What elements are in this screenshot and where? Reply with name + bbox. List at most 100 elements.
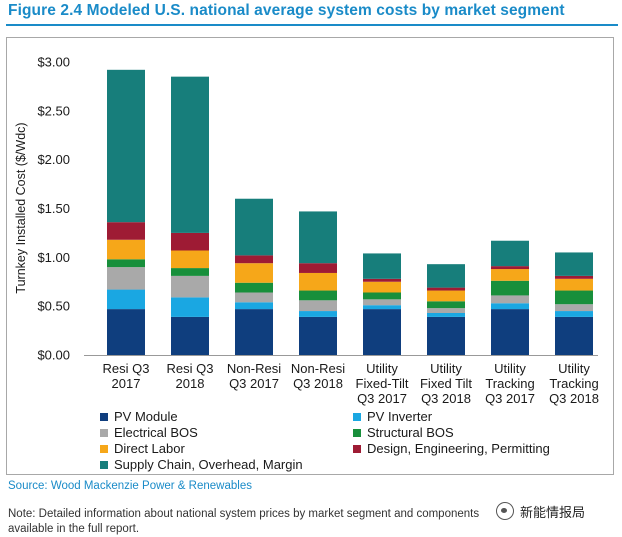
bar-segment-electrical-bos: [427, 308, 465, 314]
legend-item: PV Inverter: [353, 409, 432, 424]
y-tick-label: $1.50: [37, 201, 70, 216]
bar-segment-structural-bos: [299, 290, 337, 301]
bar-segment-structural-bos: [427, 301, 465, 309]
bar-segment-design-engineering-permitting: [107, 222, 145, 240]
bar-segment-supply-chain-overhead-margin: [427, 264, 465, 288]
bar-segment-pv-module: [299, 316, 337, 355]
x-tick-label: Fixed Tilt: [420, 376, 472, 391]
x-tick-label: Q3 2018: [549, 391, 599, 406]
y-tick-label: $2.00: [37, 152, 70, 167]
bar-segment-electrical-bos: [555, 304, 593, 312]
x-tick-label: 2017: [112, 376, 141, 391]
bar-segment-structural-bos: [555, 290, 593, 305]
bar-segment-pv-module: [107, 309, 145, 355]
x-tick-label: Non-Resi: [227, 361, 281, 376]
bar-segment-design-engineering-permitting: [235, 255, 273, 264]
legend-swatch: [100, 461, 108, 469]
bar-segment-direct-labor: [363, 281, 401, 293]
legend-item: Direct Labor: [100, 441, 185, 456]
x-tick-label: Utility: [366, 361, 398, 376]
bar-segment-pv-module: [363, 309, 401, 355]
x-tick-label: Q3 2017: [485, 391, 535, 406]
y-tick-label: $1.00: [37, 250, 70, 265]
bar-segment-design-engineering-permitting: [555, 275, 593, 279]
bar-segment-direct-labor: [491, 269, 529, 281]
legend-item: PV Module: [100, 409, 178, 424]
bar-segment-design-engineering-permitting: [363, 278, 401, 282]
bar-segment-design-engineering-permitting: [171, 232, 209, 251]
bar-segment-structural-bos: [491, 280, 529, 296]
bar-segment-pv-inverter: [555, 311, 593, 317]
legend-label: Electrical BOS: [114, 425, 198, 440]
bar-segment-direct-labor: [427, 290, 465, 302]
x-tick-label: Tracking: [549, 376, 598, 391]
x-tick-label: Q3 2017: [357, 391, 407, 406]
bar-segment-direct-labor: [299, 272, 337, 291]
legend: PV Module PV Inverter Electrical BOS Struct…: [100, 409, 600, 475]
bar-segment-direct-labor: [107, 239, 145, 260]
legend-label: Design, Engineering, Permitting: [367, 441, 550, 456]
bar-segment-direct-labor: [555, 278, 593, 291]
bar-segment-electrical-bos: [299, 300, 337, 312]
chart-frame: [6, 37, 614, 475]
stacked-bar-chart: Turnkey Installed Cost ($/Wdc) $0.00 $0.5…: [14, 55, 599, 407]
x-tick-label: Utility: [558, 361, 590, 376]
bar-segment-supply-chain-overhead-margin: [171, 76, 209, 233]
y-tick-label: $3.00: [37, 55, 70, 70]
bar-segment-electrical-bos: [235, 292, 273, 303]
bar-segment-pv-inverter: [491, 303, 529, 310]
x-tick-label: 2018: [176, 376, 205, 391]
x-tick-label: Utility: [494, 361, 526, 376]
x-tick-label: Q3 2017: [229, 376, 279, 391]
legend-label: Direct Labor: [114, 441, 185, 456]
y-tick-label: $0.50: [37, 299, 70, 314]
legend-item: Structural BOS: [353, 425, 454, 440]
legend-swatch: [353, 445, 361, 453]
bar-segment-pv-inverter: [171, 297, 209, 317]
bar-segment-pv-inverter: [107, 289, 145, 310]
title-rule: [6, 24, 618, 26]
x-tick-label: Resi Q3: [167, 361, 214, 376]
watermark-text: 新能情报局: [520, 505, 586, 521]
bar-segment-electrical-bos: [491, 295, 529, 304]
y-axis-label: Turnkey Installed Cost ($/Wdc): [14, 122, 28, 293]
legend-item: Design, Engineering, Permitting: [353, 441, 550, 456]
legend-swatch: [100, 413, 108, 421]
bar-segment-pv-module: [171, 316, 209, 355]
legend-label: PV Inverter: [367, 409, 433, 424]
bar-segment-pv-inverter: [235, 302, 273, 310]
bar-segment-electrical-bos: [363, 299, 401, 306]
source-note: Source: Wood Mackenzie Power & Renewable…: [8, 480, 252, 492]
x-tick-label: Non-Resi: [291, 361, 345, 376]
bar-segment-pv-module: [491, 309, 529, 355]
x-tick-label: Utility: [430, 361, 462, 376]
bar-segment-structural-bos: [171, 268, 209, 276]
bar-segment-pv-inverter: [363, 305, 401, 310]
y-tick-label: $2.50: [37, 103, 70, 118]
legend-item: Supply Chain, Overhead, Margin: [100, 457, 303, 472]
legend-swatch: [100, 445, 108, 453]
footnote: Note: Detailed information about nationa…: [8, 508, 480, 535]
legend-swatch: [353, 413, 361, 421]
bar-segment-structural-bos: [235, 282, 273, 293]
bar-segment-design-engineering-permitting: [427, 287, 465, 291]
bar-segment-pv-module: [427, 316, 465, 355]
legend-label: Supply Chain, Overhead, Margin: [114, 457, 303, 472]
bar-stacks: [107, 69, 593, 355]
legend-label: PV Module: [114, 409, 178, 424]
wechat-icon: [496, 502, 514, 520]
bar-segment-pv-inverter: [299, 311, 337, 317]
y-tick-label: $0.00: [37, 348, 70, 363]
bar-segment-design-engineering-permitting: [491, 266, 529, 270]
bar-segment-supply-chain-overhead-margin: [235, 198, 273, 256]
x-tick-label: Resi Q3: [103, 361, 150, 376]
bar-segment-structural-bos: [363, 292, 401, 300]
bar-segment-supply-chain-overhead-margin: [555, 252, 593, 276]
bar-segment-pv-module: [555, 316, 593, 355]
y-tick-labels: $0.00 $0.50 $1.00 $1.50 $2.00 $2.50 $3.00: [37, 55, 70, 363]
bar-segment-structural-bos: [107, 259, 145, 268]
x-tick-label: Fixed-Tilt: [356, 376, 409, 391]
bar-segment-supply-chain-overhead-margin: [491, 240, 529, 267]
bar-segment-direct-labor: [235, 263, 273, 283]
